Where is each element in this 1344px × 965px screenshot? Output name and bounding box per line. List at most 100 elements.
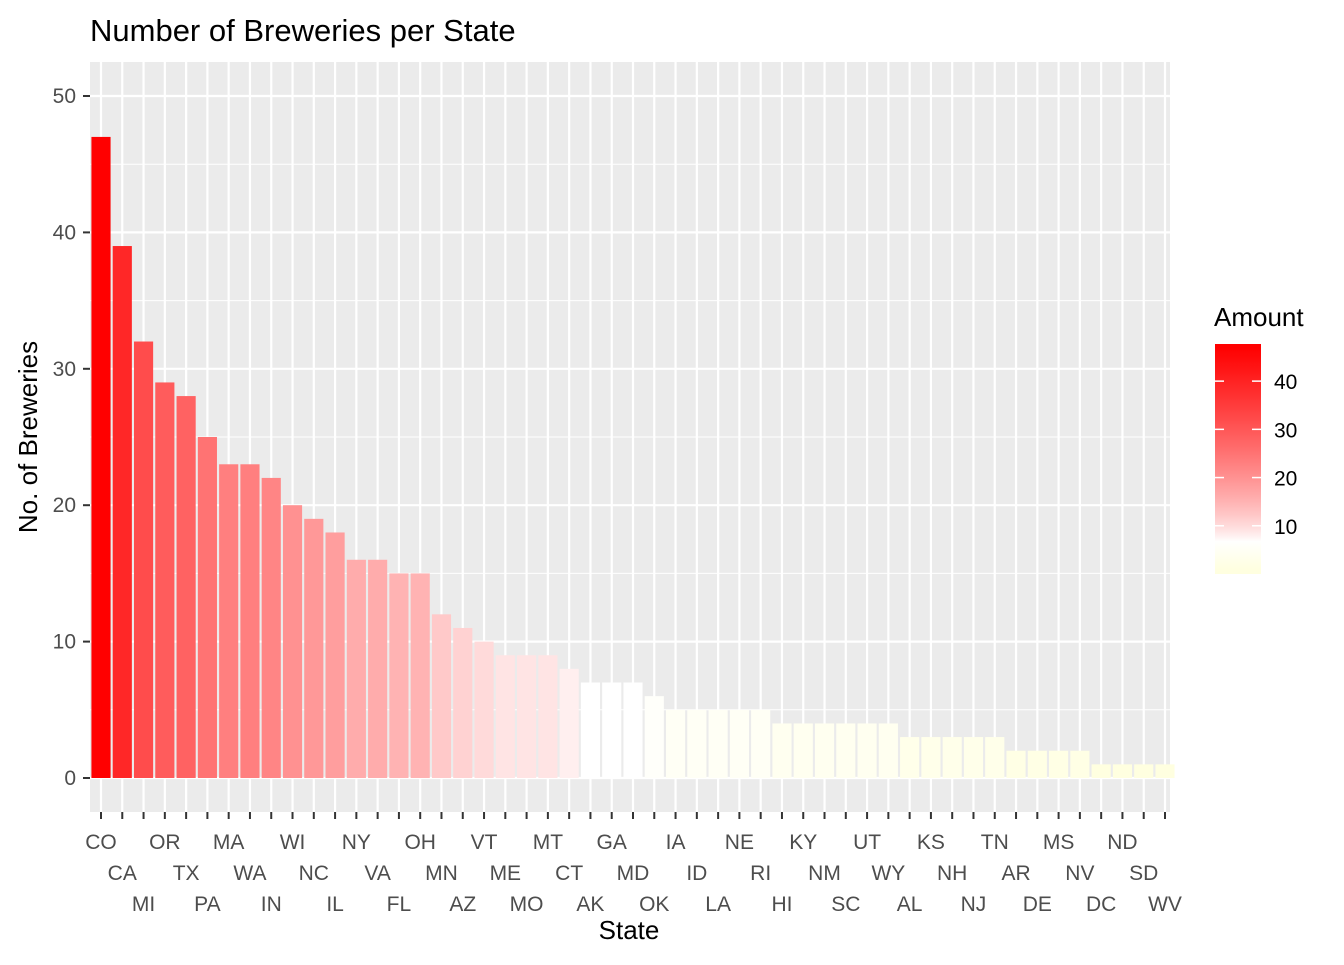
- y-tick-label: 30: [53, 358, 76, 381]
- x-tick-label: ID: [686, 862, 707, 885]
- x-tick-label: DC: [1086, 893, 1116, 916]
- x-tick-label: AL: [897, 893, 923, 916]
- bar-ne: [729, 709, 749, 778]
- bar-nj: [963, 737, 984, 778]
- x-tick-label: NC: [299, 862, 329, 885]
- x-tick-label: WY: [871, 862, 905, 885]
- x-tick-label: MN: [425, 862, 458, 885]
- x-tick-label: CO: [85, 831, 117, 854]
- bar-or: [155, 382, 175, 778]
- x-tick-label: IL: [326, 893, 344, 916]
- x-tick-label: MI: [132, 893, 155, 916]
- bar-nv: [1070, 750, 1090, 778]
- bar-ma: [219, 464, 239, 778]
- x-tick-label: TX: [173, 862, 200, 885]
- bar-sc: [836, 723, 856, 778]
- bar-ak: [580, 682, 601, 778]
- x-tick-label: MT: [533, 831, 563, 854]
- x-tick-label: IN: [261, 893, 282, 916]
- bar-ia: [665, 709, 686, 778]
- x-tick-label: MA: [213, 831, 245, 854]
- legend-tick-label: 20: [1274, 468, 1297, 491]
- x-tick-label: ND: [1107, 831, 1137, 854]
- bar-mi: [133, 341, 154, 778]
- x-tick-label: CT: [555, 862, 583, 885]
- bar-tx: [176, 396, 196, 778]
- x-tick-label: NY: [342, 831, 371, 854]
- x-tick-label: GA: [597, 831, 627, 854]
- bar-co: [91, 136, 111, 779]
- bar-wa: [240, 464, 260, 778]
- x-tick-label: NH: [937, 862, 967, 885]
- y-tick-label: 20: [53, 494, 76, 517]
- x-tick-label: WI: [280, 831, 306, 854]
- bar-mo: [517, 655, 537, 778]
- bar-pa: [197, 437, 217, 778]
- bar-oh: [410, 573, 430, 778]
- legend-colorbar: [1215, 344, 1261, 574]
- x-tick-label: KS: [917, 831, 945, 854]
- x-tick-label: AR: [1001, 862, 1030, 885]
- bar-ks: [921, 737, 941, 778]
- bar-ca: [112, 246, 132, 779]
- bar-ms: [1049, 750, 1069, 778]
- bar-ok: [644, 696, 664, 778]
- bar-ri: [751, 709, 771, 778]
- x-tick-label: OR: [149, 831, 181, 854]
- bar-ut: [857, 723, 877, 778]
- legend-tick-label: 10: [1274, 516, 1297, 539]
- x-tick-label: MS: [1043, 831, 1075, 854]
- bar-me: [495, 655, 515, 778]
- x-tick-label: OK: [639, 893, 669, 916]
- x-tick-label: WV: [1148, 893, 1182, 916]
- x-tick-label: LA: [705, 893, 731, 916]
- bar-sd: [1134, 764, 1154, 778]
- x-tick-label: VA: [364, 862, 390, 885]
- y-tick-label: 10: [53, 631, 76, 654]
- x-tick-label: WA: [233, 862, 266, 885]
- x-tick-label: ME: [490, 862, 522, 885]
- bars: [91, 136, 1175, 779]
- bar-tn: [985, 737, 1005, 778]
- bar-mt: [538, 655, 558, 778]
- x-tick-label: NM: [808, 862, 841, 885]
- x-tick-label: DE: [1023, 893, 1052, 916]
- bar-de: [1027, 750, 1047, 778]
- x-tick-label: SD: [1129, 862, 1158, 885]
- bar-ga: [602, 682, 622, 778]
- bar-ct: [559, 668, 579, 778]
- bar-hi: [772, 723, 792, 778]
- x-tick-label: RI: [750, 862, 771, 885]
- bar-nd: [1112, 764, 1133, 778]
- x-tick-label: NJ: [961, 893, 987, 916]
- bar-in: [261, 477, 281, 778]
- bar-md: [623, 682, 643, 778]
- x-tick-label: HI: [771, 893, 792, 916]
- bar-wi: [282, 505, 303, 778]
- bar-dc: [1091, 764, 1111, 778]
- bar-ky: [793, 723, 813, 778]
- x-tick-label: MD: [617, 862, 650, 885]
- bar-va: [368, 559, 388, 778]
- x-axis-title: State: [599, 915, 660, 945]
- bar-mn: [431, 614, 452, 778]
- y-tick-label: 0: [64, 767, 76, 790]
- x-tick-label: CA: [108, 862, 137, 885]
- x-tick-label: PA: [194, 893, 220, 916]
- x-tick-label: OH: [404, 831, 436, 854]
- bar-vt: [474, 641, 494, 778]
- x-tick-label: IA: [666, 831, 686, 854]
- bar-la: [708, 709, 728, 778]
- x-tick-label: UT: [853, 831, 881, 854]
- x-tick-label: NE: [725, 831, 754, 854]
- legend-title: Amount: [1214, 302, 1304, 332]
- bar-wv: [1155, 764, 1175, 778]
- legend-ticks: 10 20 30 40: [1215, 371, 1297, 539]
- x-tick-label: FL: [387, 893, 412, 916]
- bar-id: [687, 709, 707, 778]
- bar-az: [453, 627, 473, 778]
- chart-title: Number of Breweries per State: [90, 13, 516, 48]
- bar-il: [325, 532, 345, 778]
- x-tick-label: MO: [510, 893, 544, 916]
